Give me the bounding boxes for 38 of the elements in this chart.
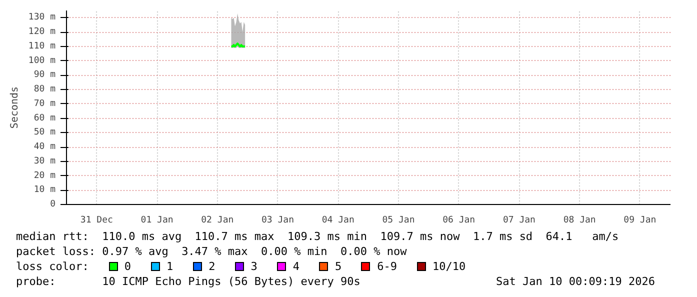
y-tick-label: 70 m: [34, 98, 56, 109]
x-tick-label: 09 Jan: [624, 216, 656, 226]
y-tick-label: 60 m: [34, 113, 56, 124]
y-tick-label: 100 m: [28, 56, 56, 66]
x-tick-label: 05 Jan: [382, 216, 415, 226]
x-tick-label: 02 Jan: [201, 216, 234, 226]
text: median rtt: 110.0 ms avg 110.7 ms max 109.3 ms min 109.7 ms now 1.7 ms sd 64.1 am/s: [15, 229, 619, 244]
y-tick-label: 80 m: [34, 84, 56, 95]
x-tick-label: 08 Jan: [563, 216, 596, 226]
legend-label: 3: [250, 260, 258, 273]
x-tick-label: 06 Jan: [442, 216, 476, 226]
y-tick-label: 50 m: [34, 128, 56, 138]
x-tick-label: 31 Dec: [80, 216, 113, 226]
legend-label: 1: [166, 260, 174, 273]
y-tick-label: 120 m: [28, 27, 56, 38]
legend-label: 0: [124, 260, 131, 273]
y-tick-label: 90 m: [34, 70, 56, 80]
legend-label: 10/10: [432, 260, 466, 273]
y-tick-label: 20 m: [34, 170, 56, 181]
x-tick-label: 04 Jan: [322, 216, 354, 226]
x-tick-label: 01 Jan: [140, 216, 174, 226]
y-tick-label: 10 m: [34, 185, 56, 196]
legend-label: 4: [292, 260, 300, 273]
x-tick-label: 03 Jan: [262, 216, 294, 226]
legend-title: loss color:: [16, 260, 89, 273]
text: Sat Jan 10 00:09:19 2026: [496, 275, 655, 288]
legend-label: 2: [208, 260, 216, 273]
text: probe: 10 ICMP Echo Pings (56 Bytes) every 90s: [16, 274, 362, 289]
y-tick-label: 30 m: [34, 156, 56, 166]
legend-label: 5: [334, 260, 342, 273]
legend-label: 6-9: [377, 260, 397, 273]
y-tick-label: 110 m: [28, 41, 56, 52]
x-tick-label: 07 Jan: [502, 216, 536, 226]
text: packet loss: 0.97 % avg 3.47 % max 0.00 % min 0.00 % now: [15, 244, 407, 259]
y-tick-label: 130 m: [28, 12, 56, 23]
y-tick-label: 40 m: [34, 142, 56, 152]
y-tick-label: 0: [50, 200, 56, 210]
y-axis-title: Seconds: [9, 86, 20, 129]
